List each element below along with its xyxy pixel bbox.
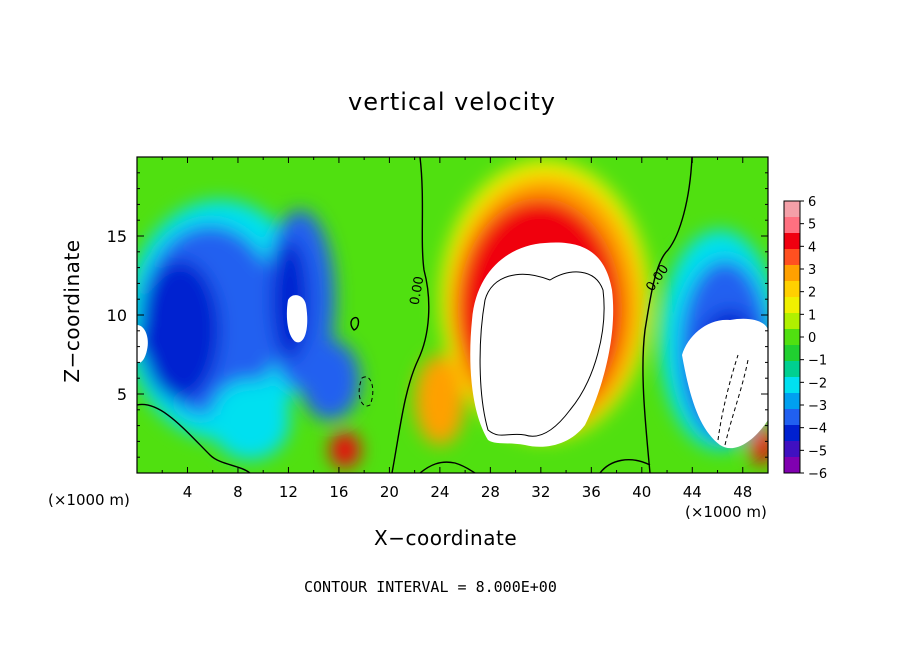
x-tick-label: 12	[279, 483, 298, 501]
x-tick-label: 36	[582, 483, 601, 501]
chart-title: vertical velocity	[348, 88, 556, 116]
colorbar-segment	[784, 201, 800, 218]
colorbar-tick-label: −6	[808, 467, 827, 482]
colorbar-segment	[784, 361, 800, 378]
negative-contour	[717, 354, 749, 446]
heatmap-field	[137, 157, 768, 473]
zero-contour-line	[350, 316, 360, 331]
negative-contour	[358, 376, 374, 407]
colorbar-segment	[784, 345, 800, 362]
downdraft-saturated-region	[137, 325, 148, 363]
colorbar-segment	[784, 377, 800, 394]
colorbar-tick-label: 6	[808, 195, 816, 210]
colorbar-segment	[784, 329, 800, 346]
x-tick-label: 16	[329, 483, 348, 501]
colorbar-segment	[784, 281, 800, 298]
x-unit-note-right: (×1000 m)	[685, 503, 767, 521]
colorbar-segment	[784, 313, 800, 330]
zero-contours	[137, 157, 749, 473]
x-tick-label: 20	[380, 483, 399, 501]
colorbar-segment	[784, 249, 800, 266]
colorbar-segment	[784, 233, 800, 250]
zero-contour-line	[599, 459, 651, 473]
x-tick-label: 4	[183, 483, 193, 501]
field-blob	[330, 432, 360, 468]
zero-contour-line	[642, 157, 693, 473]
y-tick-label: 15	[107, 227, 127, 246]
colorbar-tick-label: 1	[808, 308, 816, 323]
colorbar-tick-label: 2	[808, 286, 816, 301]
x-axis-label: X−coordinate	[374, 526, 518, 550]
saturated-regions	[137, 242, 768, 449]
colorbar-tick-label: 4	[808, 240, 816, 255]
contour-label: 0.00	[408, 275, 428, 306]
colorbar-tick-label: −2	[808, 376, 827, 391]
x-tick-label: 28	[481, 483, 500, 501]
x-tick-label: 40	[632, 483, 651, 501]
x-tick-label: 32	[531, 483, 550, 501]
colorbar-tick-label: 3	[808, 263, 816, 278]
x-tick-label: 8	[233, 483, 243, 501]
downdraft-saturated-region	[682, 318, 768, 449]
zero-contour-line	[419, 461, 476, 473]
zero-contour-line	[391, 157, 430, 473]
field-blob	[300, 340, 360, 420]
downdraft-saturated-region	[286, 295, 308, 343]
field-blob	[415, 355, 465, 445]
updraft-saturated-region	[470, 242, 614, 447]
colorbar: 6 5 4 3 2 1 0 −1 −2 −3 −4 −5 −6	[783, 195, 827, 482]
colorbar-segment	[784, 265, 800, 282]
x-tick-label: 24	[430, 483, 449, 501]
x-tick-label: 48	[733, 483, 752, 501]
x-unit-note-left: (×1000 m)	[48, 491, 130, 509]
colorbar-tick-label: 0	[808, 331, 816, 346]
colorbar-segment	[784, 393, 800, 410]
colorbar-segment	[784, 441, 800, 458]
colorbar-tick-label: 5	[808, 218, 816, 233]
colorbar-tick-label: −5	[808, 444, 827, 459]
colorbar-tick-label: −1	[808, 354, 827, 369]
field-blob	[140, 260, 220, 400]
contour-interval-note: CONTOUR INTERVAL = 8.000E+00	[304, 578, 557, 596]
colorbar-segment	[784, 217, 800, 234]
y-tick-label: 5	[117, 385, 127, 404]
colorbar-segment	[784, 457, 800, 474]
x-tick-label: 44	[683, 483, 702, 501]
colorbar-segment	[784, 409, 800, 426]
y-tick-label: 10	[107, 306, 127, 325]
colorbar-segment	[784, 425, 800, 442]
field-blob	[210, 380, 290, 460]
colorbar-segment	[784, 297, 800, 314]
zero-contour-line	[137, 403, 251, 473]
high-value-contour	[479, 271, 605, 437]
colorbar-tick-label: −4	[808, 422, 827, 437]
colorbar-tick-label: −3	[808, 399, 827, 414]
